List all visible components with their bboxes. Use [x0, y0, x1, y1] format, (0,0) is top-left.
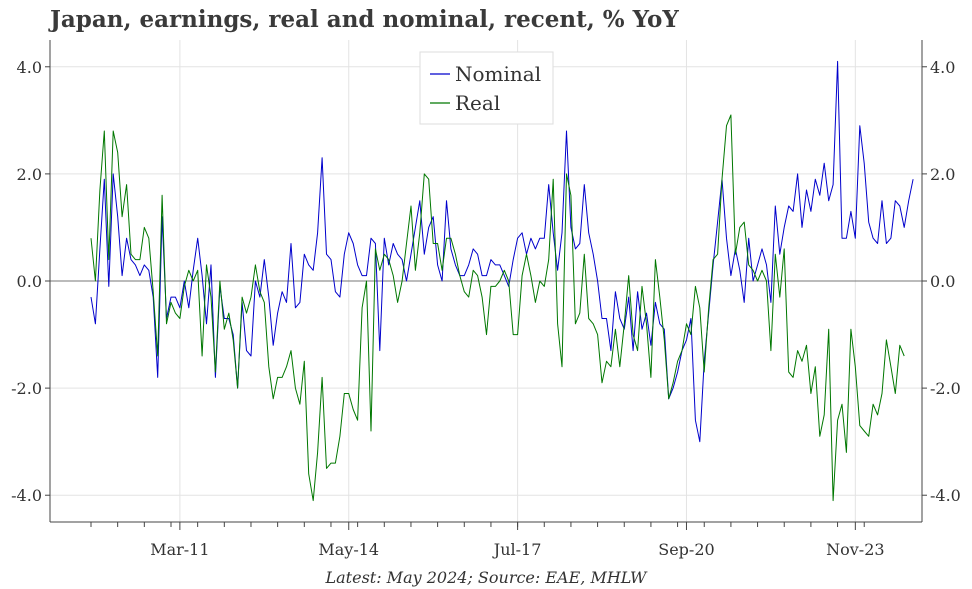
x-tick-label: Sep-20 — [658, 540, 714, 559]
legend-label-nominal: Nominal — [455, 62, 541, 86]
legend-box — [419, 51, 554, 125]
y-tick-label: 2.0 — [17, 165, 42, 184]
y-tick-label: 0.0 — [17, 272, 42, 291]
y-tick-label: -4.0 — [11, 486, 42, 505]
legend-label-real: Real — [455, 91, 500, 115]
y-tick-label: -2.0 — [11, 379, 42, 398]
y-tick-label-right: 2.0 — [930, 165, 955, 184]
source-note: Latest: May 2024; Source: EAE, MHLW — [325, 568, 649, 587]
axes: 4.0 4.0 2.0 2.0 0.0 0.0 -2.0 -2.0 -4.0 -4.0 Mar-11… — [11, 40, 961, 559]
x-tick-label: Jul-17 — [492, 540, 542, 559]
y-tick-label-right: 4.0 — [930, 58, 955, 77]
x-tick-label: Mar-11 — [150, 540, 209, 559]
series-layer — [90, 60, 914, 502]
y-tick-label-right: 0.0 — [930, 272, 955, 291]
series-line-nominal — [90, 60, 914, 443]
legend: Nominal Real — [419, 51, 554, 125]
grid-lines — [50, 40, 922, 522]
y-tick-label-right: -4.0 — [930, 486, 961, 505]
chart-title: Japan, earnings, real and nominal, recen… — [50, 6, 679, 33]
series-line-real — [90, 114, 905, 502]
x-tick-label: Nov-23 — [826, 540, 884, 559]
y-tick-label-right: -2.0 — [930, 379, 961, 398]
x-tick-label: May-14 — [318, 540, 379, 559]
y-tick-label: 4.0 — [17, 58, 42, 77]
